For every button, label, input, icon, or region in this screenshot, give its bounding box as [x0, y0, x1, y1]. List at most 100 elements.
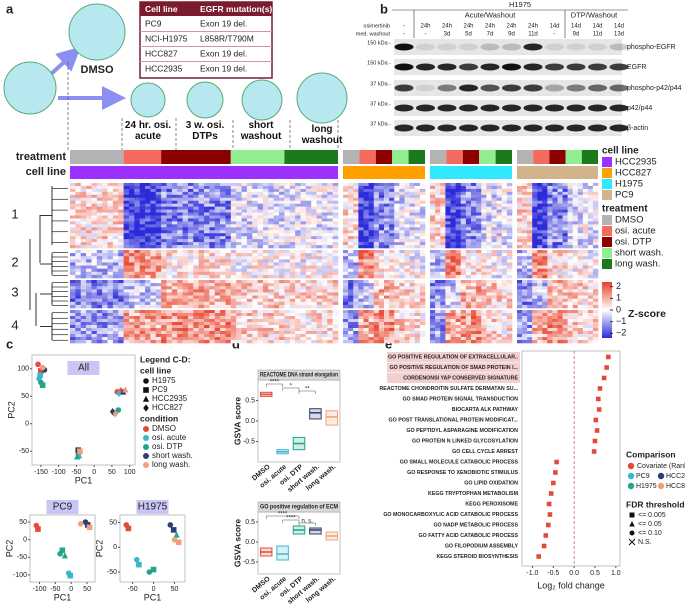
heatmap-cell [150, 200, 157, 204]
heatmap-cell [460, 239, 467, 243]
heatmap-cell [532, 212, 538, 216]
heatmap-cell [348, 197, 354, 202]
heatmap-cell [289, 239, 296, 243]
heatmap-cell [419, 319, 426, 323]
heatmap-cell [465, 230, 472, 234]
heatmap-cell [70, 233, 76, 237]
heatmap-cell [450, 301, 456, 306]
heatmap-cell [419, 262, 426, 266]
heatmap-cell [552, 301, 558, 306]
heatmap-cell [450, 271, 456, 276]
heatmap-cell [389, 256, 395, 260]
heatmap-cell [295, 292, 301, 296]
heatmap-cell [358, 262, 364, 266]
heatmap-cell [171, 250, 178, 254]
heatmap-cell [409, 328, 416, 332]
heatmap-cell [236, 206, 242, 210]
heatmap-cell [450, 194, 456, 199]
heatmap-cell [389, 212, 395, 216]
heatmap-cell [118, 206, 124, 210]
heatmap-cell [404, 280, 410, 284]
heatmap-cell [171, 340, 178, 344]
heatmap-cell [161, 280, 167, 284]
heatmap-cell [139, 337, 146, 341]
heatmap-cell [450, 227, 456, 231]
heatmap-cell [527, 298, 533, 303]
heatmap-cell [332, 259, 339, 263]
heatmap-cell [252, 331, 258, 335]
heatmap-cell [552, 271, 558, 276]
heatmap-cell [107, 271, 114, 276]
heatmap-cell [465, 280, 472, 284]
heatmap-cell [305, 183, 312, 187]
heatmap-cell [257, 280, 264, 284]
heatmap-cell [305, 280, 312, 284]
heatmap-cell [450, 268, 456, 273]
heatmap-cell [134, 218, 140, 222]
heatmap-cell [455, 203, 462, 207]
heatmap-cell [552, 233, 558, 237]
heatmap-cell [198, 301, 205, 306]
heatmap-cell [311, 250, 317, 254]
heatmap-cell [465, 322, 472, 326]
heatmap-cell [139, 221, 146, 225]
heatmap-cell [166, 183, 173, 187]
heatmap-cell [316, 271, 323, 276]
heatmap-cell [150, 334, 157, 338]
heatmap-cell [236, 340, 242, 344]
heatmap-cell [128, 271, 135, 276]
heatmap-cell [527, 262, 533, 266]
heatmap-cell [577, 212, 584, 216]
heatmap-cell [161, 253, 167, 257]
heatmap-cell [368, 316, 375, 320]
heatmap-cell [373, 316, 380, 320]
heatmap-cell [562, 250, 568, 254]
heatmap-cell [592, 188, 599, 193]
heatmap-cell [246, 289, 253, 293]
heatmap-cell [279, 301, 285, 306]
heatmap-cell [166, 218, 173, 222]
heatmap-cell [496, 183, 503, 187]
heatmap-cell [399, 262, 405, 266]
heatmap-cell [517, 271, 523, 276]
heatmap-cell [241, 188, 248, 193]
heatmap-cell [567, 212, 573, 216]
heatmap-cell [592, 319, 599, 323]
heatmap-cell [506, 301, 513, 306]
heatmap-cell [435, 221, 441, 225]
heatmap-cell [182, 200, 189, 204]
heatmap-cell [295, 322, 301, 326]
heatmap-cell [112, 183, 119, 187]
heatmap-cell [230, 289, 237, 293]
heatmap-cell [246, 203, 253, 207]
heatmap-cell [139, 265, 146, 269]
heatmap-cell [220, 286, 226, 290]
heatmap-cell [279, 265, 285, 269]
heatmap-cell [547, 191, 553, 196]
heatmap-cell [384, 268, 390, 273]
heatmap-cell [279, 259, 285, 263]
heatmap-cell [300, 289, 307, 293]
heatmap-cell [70, 310, 76, 314]
heatmap-cell [577, 301, 584, 306]
heatmap-cell [311, 212, 317, 216]
heatmap-cell [592, 230, 599, 234]
heatmap-cell [289, 203, 296, 207]
heatmap-cell [284, 337, 291, 341]
heatmap-cell [592, 224, 599, 228]
heatmap-cell [460, 197, 467, 202]
heatmap-cell [358, 274, 364, 279]
heatmap-cell [409, 183, 416, 187]
heatmap-cell [289, 233, 296, 237]
heatmap-cell [102, 212, 108, 216]
heatmap-cell [155, 301, 162, 306]
heatmap-cell [214, 328, 221, 332]
heatmap-cell [399, 259, 405, 263]
heatmap-cell [517, 280, 523, 284]
heatmap-cell [177, 185, 183, 190]
heatmap-cell [465, 319, 472, 323]
heatmap-cell [542, 212, 548, 216]
heatmap-cell [316, 233, 323, 237]
heatmap-cell [582, 236, 589, 240]
heatmap-cell [241, 325, 248, 329]
